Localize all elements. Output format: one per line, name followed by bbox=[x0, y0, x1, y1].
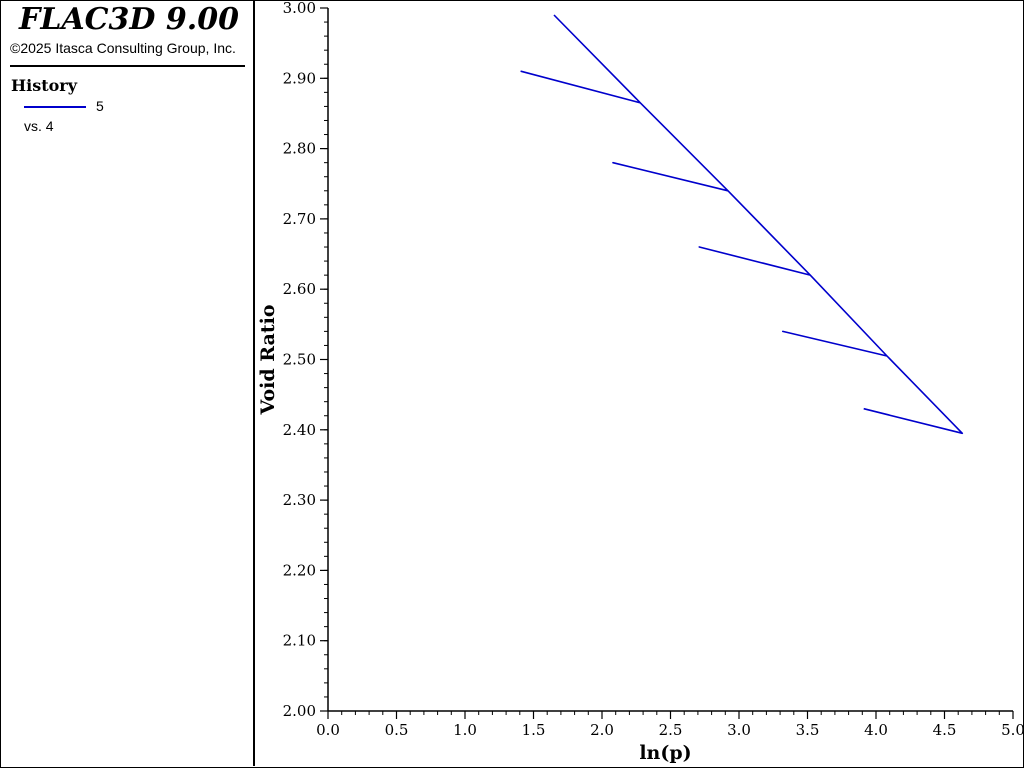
chart-axes bbox=[327, 8, 1013, 712]
x-tick-label: 3.0 bbox=[727, 721, 751, 739]
y-tick-label: 2.70 bbox=[283, 210, 316, 228]
y-tick-label: 2.20 bbox=[283, 561, 316, 579]
y-axis-title: Void Ratio bbox=[257, 305, 279, 416]
x-tick-label: 2.0 bbox=[590, 721, 614, 739]
y-tick-label: 2.10 bbox=[283, 632, 316, 650]
x-tick-label: 5.0 bbox=[1001, 721, 1024, 739]
x-tick-label: 1.5 bbox=[522, 721, 546, 739]
copyright-text: ©2025 Itasca Consulting Group, Inc. bbox=[10, 40, 236, 56]
legend-panel bbox=[1, 1, 255, 766]
x-axis-title: ln(p) bbox=[639, 742, 691, 764]
legend-series-label: 5 bbox=[96, 98, 104, 114]
app-title: FLAC3D 9.00 bbox=[19, 2, 239, 37]
x-tick-label: 1.0 bbox=[453, 721, 477, 739]
y-tick-label: 2.00 bbox=[283, 702, 316, 720]
x-tick-label: 2.5 bbox=[659, 721, 683, 739]
x-tick-label: 4.0 bbox=[864, 721, 888, 739]
series-line-5 bbox=[520, 14, 964, 435]
history-heading: History bbox=[11, 76, 77, 95]
y-tick-label: 2.90 bbox=[283, 69, 316, 87]
legend-vs-label: vs. 4 bbox=[24, 118, 54, 134]
y-tick-label: 2.80 bbox=[283, 140, 316, 158]
y-tick-label: 2.50 bbox=[283, 351, 316, 369]
axis-ticks: 0.0 0.5 1.0 1.5 2.0 2.5 3.0 3.5 4.0 4.5 5.0 2.00 2.1… bbox=[283, 0, 1024, 739]
title-divider bbox=[10, 65, 245, 67]
y-tick-label: 2.40 bbox=[283, 421, 316, 439]
x-tick-label: 0.0 bbox=[316, 721, 340, 739]
y-tick-label: 3.00 bbox=[283, 0, 316, 17]
y-tick-label: 2.30 bbox=[283, 491, 316, 509]
series-layer bbox=[520, 14, 964, 435]
x-tick-label: 3.5 bbox=[796, 721, 820, 739]
x-tick-label: 4.5 bbox=[933, 721, 957, 739]
y-tick-label: 2.60 bbox=[283, 280, 316, 298]
x-tick-label: 0.5 bbox=[385, 721, 409, 739]
legend-line-swatch bbox=[24, 106, 86, 108]
